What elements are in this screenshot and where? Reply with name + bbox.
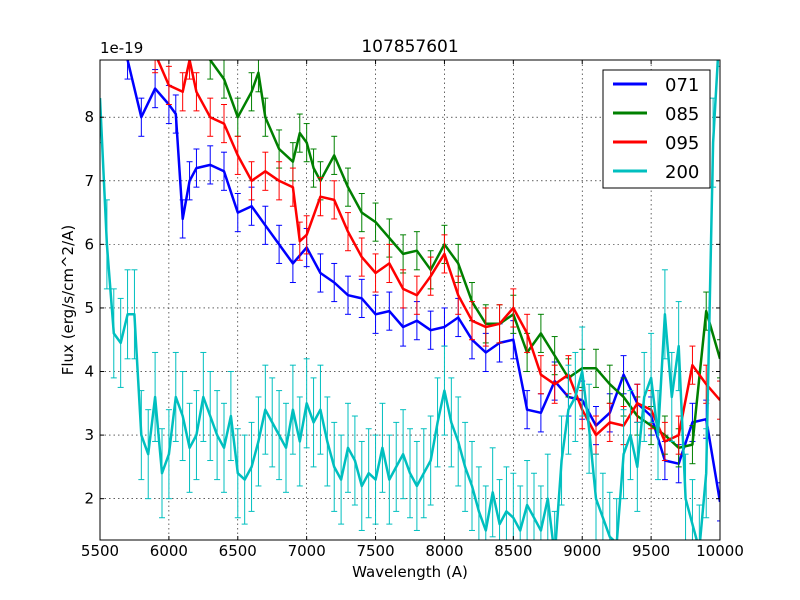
y-tick-label: 3 xyxy=(84,426,94,444)
plot-frame xyxy=(99,59,721,541)
legend-label-071: 071 xyxy=(665,75,699,96)
x-tick-label: 10000 xyxy=(696,542,744,560)
y-tick-label: 4 xyxy=(84,363,94,381)
legend: 071 085 095 200 xyxy=(602,69,711,189)
x-tick-label: 9500 xyxy=(632,542,670,560)
x-tick-label: 5500 xyxy=(81,542,119,560)
plot-data xyxy=(100,60,720,540)
series-095-line xyxy=(156,60,720,443)
y-scale-offset-label: 1e-19 xyxy=(100,39,143,57)
legend-label-095: 095 xyxy=(665,133,699,154)
series-200-line xyxy=(100,60,720,540)
x-tick-label: 6500 xyxy=(219,542,257,560)
x-tick-label: 8500 xyxy=(494,542,532,560)
x-tick-label: 9000 xyxy=(563,542,601,560)
legend-label-200: 200 xyxy=(665,162,699,183)
y-tick-label: 2 xyxy=(84,490,94,508)
y-tick-label: 8 xyxy=(84,108,94,126)
legend-box xyxy=(602,69,711,189)
legend-label-085: 085 xyxy=(665,104,699,125)
x-tick-label: 7000 xyxy=(288,542,326,560)
x-tick-label: 7500 xyxy=(356,542,394,560)
y-tick-label: 7 xyxy=(84,172,94,190)
y-axis-label: Flux (erg/s/cm^2/A) xyxy=(59,225,77,376)
x-axis-label: Wavelength (A) xyxy=(352,563,468,581)
axis-ticks: 5500 6000 6500 7000 7500 8000 8500 9000 9500 1000… xyxy=(81,60,744,560)
chart-title: 107857601 xyxy=(361,37,458,57)
y-tick-label: 6 xyxy=(84,235,94,253)
series-071-line xyxy=(126,60,720,503)
series-085-line xyxy=(208,60,720,450)
series-095 xyxy=(152,60,720,462)
x-tick-label: 8000 xyxy=(425,542,463,560)
series-200 xyxy=(100,60,720,540)
x-tick-label: 6000 xyxy=(150,542,188,560)
y-tick-label: 5 xyxy=(84,299,94,317)
